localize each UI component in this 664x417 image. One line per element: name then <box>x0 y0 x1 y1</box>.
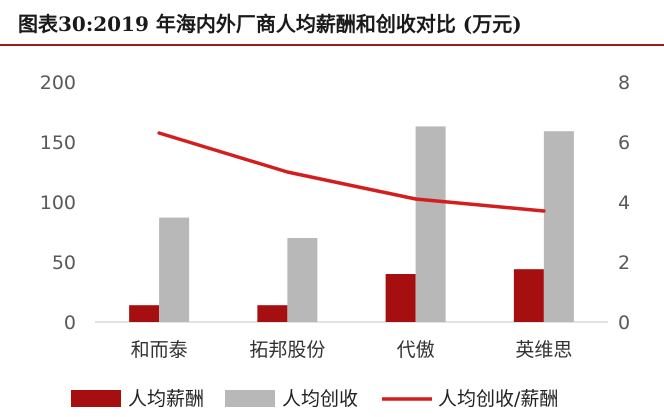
ratio-point <box>543 210 545 212</box>
legend-swatch-revenue <box>225 390 275 407</box>
legend-label-ratio: 人均创收/薪酬 <box>438 388 558 410</box>
ratio-line-layer <box>157 131 546 213</box>
bar-salary <box>513 269 544 322</box>
category-label: 代傲 <box>397 339 435 361</box>
bars <box>129 126 574 323</box>
left-axis-ticks: 0 50 100 150 200 <box>40 72 76 334</box>
bar-revenue <box>159 217 190 322</box>
bar-salary <box>129 305 160 322</box>
bar-salary <box>257 305 288 322</box>
figure-title: 图表30:2019 年海内外厂商人均薪酬和创收对比 (万元) <box>18 11 522 36</box>
legend-label-salary: 人均薪酬 <box>128 388 204 410</box>
right-tick-label: 8 <box>618 72 630 94</box>
bar-revenue <box>543 131 574 322</box>
ratio-point <box>158 132 160 134</box>
left-tick-label: 200 <box>40 72 76 94</box>
legend: 人均薪酬 人均创收 人均创收/薪酬 <box>71 388 558 410</box>
bar-revenue <box>287 238 318 322</box>
title-rule <box>0 44 664 46</box>
right-tick-label: 2 <box>618 252 630 274</box>
bar-salary <box>385 274 416 322</box>
ratio-point <box>415 198 417 200</box>
right-tick-label: 0 <box>618 312 630 334</box>
ratio-line <box>157 131 546 213</box>
bar-revenue <box>415 126 446 323</box>
legend-label-revenue: 人均创收 <box>282 388 358 410</box>
left-tick-label: 0 <box>64 312 76 334</box>
left-tick-label: 50 <box>52 252 76 274</box>
right-tick-label: 4 <box>618 192 630 214</box>
category-label: 和而泰 <box>131 339 188 361</box>
right-tick-label: 6 <box>618 132 630 154</box>
category-label: 英维思 <box>515 339 572 361</box>
category-labels: 和而泰 拓邦股份 代傲 英维思 <box>131 339 573 361</box>
left-tick-label: 150 <box>40 132 76 154</box>
ratio-point <box>286 171 288 173</box>
right-axis-ticks: 0 2 4 6 8 <box>618 72 630 334</box>
left-tick-label: 100 <box>40 192 76 214</box>
legend-swatch-salary <box>71 390 121 407</box>
category-label: 拓邦股份 <box>249 339 325 361</box>
